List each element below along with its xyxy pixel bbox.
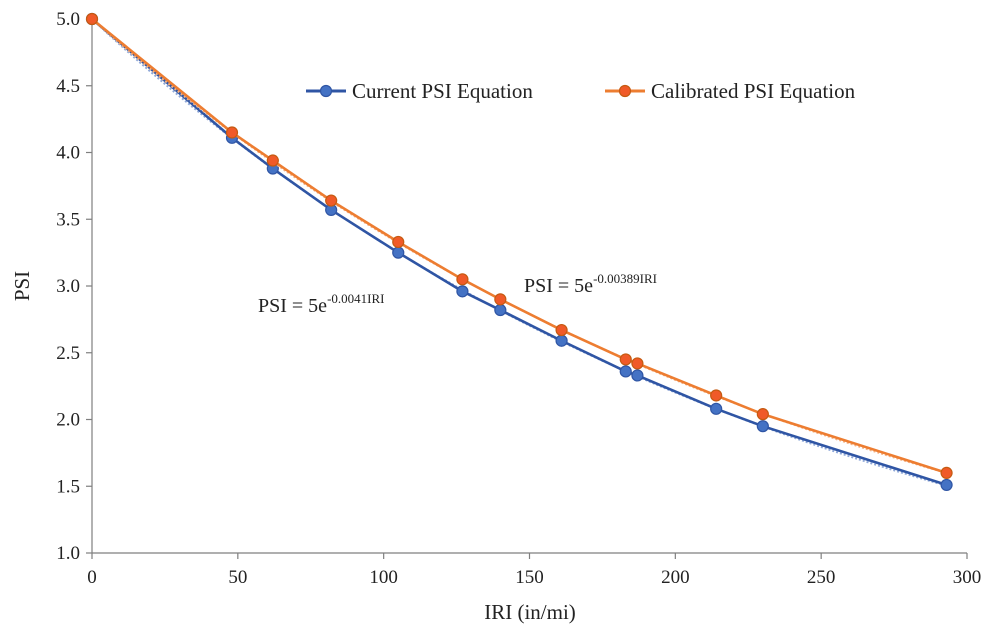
data-point-current: [555, 334, 568, 347]
x-tick-labels: 0 50 100 150 200 250 300: [87, 553, 981, 588]
data-point-current: [710, 402, 723, 415]
legend-label-current: Current PSI Equation: [352, 79, 533, 103]
data-point-calibrated: [631, 357, 644, 370]
legend-marker-calibrated: [618, 84, 632, 98]
y-tick-label: 4.5: [56, 76, 80, 97]
data-point-calibrated: [619, 353, 632, 366]
data-point-calibrated: [555, 323, 568, 337]
y-tick-label: 1.0: [56, 543, 80, 564]
y-tick-label: 1.5: [56, 476, 80, 497]
data-point-calibrated: [756, 408, 769, 421]
x-tick-label: 200: [661, 567, 690, 588]
y-tick-label: 3.0: [56, 276, 80, 297]
legend-item-calibrated: Calibrated PSI Equation: [605, 79, 856, 103]
data-point-calibrated: [710, 389, 723, 402]
current-equation-annotation: PSI = 5e-0.0041IRI: [258, 291, 384, 317]
series-calibrated: [85, 12, 953, 479]
data-point-calibrated: [225, 126, 239, 139]
data-point-calibrated: [456, 273, 469, 286]
data-point-current: [619, 365, 632, 378]
calibrated-equation-annotation: PSI = 5e-0.00389IRI: [524, 271, 657, 297]
calibrated-equation-base: PSI = 5e: [524, 275, 593, 297]
x-axis-title: IRI (in/mi): [484, 600, 576, 624]
y-tick-label: 5.0: [56, 9, 80, 30]
data-point-current: [456, 285, 469, 298]
calibrated-equation-exponent: -0.00389IRI: [593, 271, 657, 286]
x-tick-label: 300: [953, 567, 982, 588]
data-point-current: [631, 369, 644, 382]
data-point-calibrated: [392, 235, 405, 249]
legend-marker-current: [319, 84, 333, 98]
series-layer: [85, 12, 953, 492]
data-point-calibrated: [85, 12, 99, 26]
x-tick-label: 50: [228, 567, 247, 588]
y-tick-label: 4.0: [56, 143, 80, 164]
current-equation-exponent: -0.0041IRI: [327, 291, 384, 306]
y-axis-title: PSI: [10, 271, 34, 301]
data-point-current: [756, 420, 769, 433]
data-point-calibrated: [266, 154, 279, 167]
y-tick-label: 2.5: [56, 343, 80, 364]
legend: Current PSI Equation Calibrated PSI Equa…: [306, 79, 856, 103]
legend-item-current: Current PSI Equation: [306, 79, 533, 103]
data-point-current: [940, 478, 953, 492]
x-tick-label: 100: [369, 567, 398, 588]
x-tick-label: 250: [807, 567, 836, 588]
data-point-calibrated: [325, 194, 338, 207]
y-tick-label: 3.5: [56, 209, 80, 230]
data-point-calibrated: [940, 466, 953, 479]
x-tick-label: 0: [87, 567, 97, 588]
current-equation-base: PSI = 5e: [258, 295, 327, 317]
legend-label-calibrated: Calibrated PSI Equation: [651, 79, 856, 103]
y-tick-labels: 1.0 1.5 2.0 2.5 3.0 3.5 4.0 4.5 5.0: [56, 9, 92, 564]
data-point-calibrated: [494, 293, 507, 306]
y-tick-label: 2.0: [56, 410, 80, 431]
x-tick-label: 150: [515, 567, 544, 588]
data-point-current: [392, 246, 405, 259]
data-point-current: [494, 303, 507, 317]
